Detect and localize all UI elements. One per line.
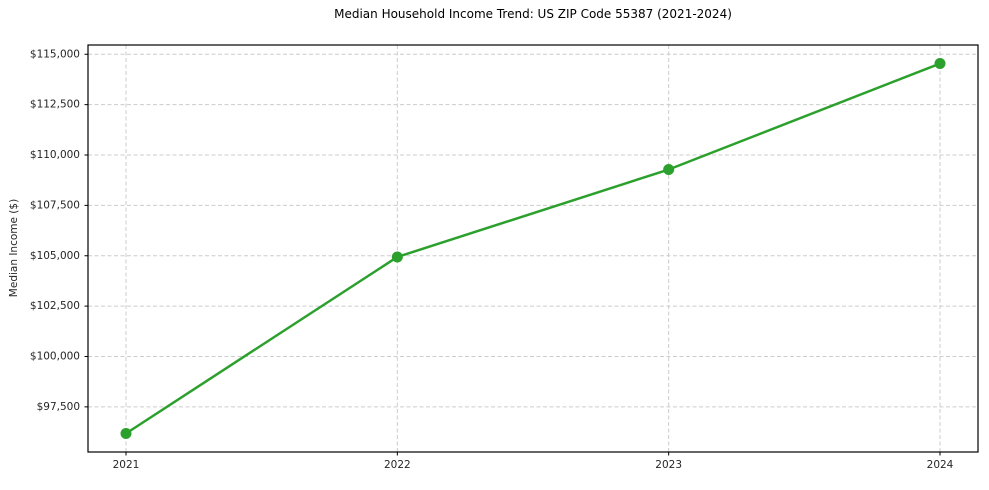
- plot-border: [87, 44, 979, 453]
- data-point: [663, 164, 675, 176]
- data-point: [120, 427, 132, 439]
- trend-line: [124, 62, 942, 435]
- chart-title: Median Household Income Trend: US ZIP Co…: [334, 7, 732, 21]
- data-point: [934, 58, 946, 70]
- data-point: [391, 251, 403, 263]
- y-tick-label: $115,000: [30, 48, 80, 60]
- x-tick-label: 2021: [113, 459, 140, 471]
- y-tick-label: $110,000: [30, 149, 80, 161]
- y-tick-label: $100,000: [30, 350, 80, 362]
- y-tick-label: $97,500: [37, 401, 80, 413]
- y-tick-label: $112,500: [30, 99, 80, 111]
- x-tick-label: 2024: [927, 459, 954, 471]
- y-tick-label: $105,000: [30, 250, 80, 262]
- x-tick-label: 2022: [384, 459, 411, 471]
- x-tick-label: 2023: [655, 459, 682, 471]
- y-tick-label: $102,500: [30, 300, 80, 312]
- y-tick-label: $107,500: [30, 199, 80, 211]
